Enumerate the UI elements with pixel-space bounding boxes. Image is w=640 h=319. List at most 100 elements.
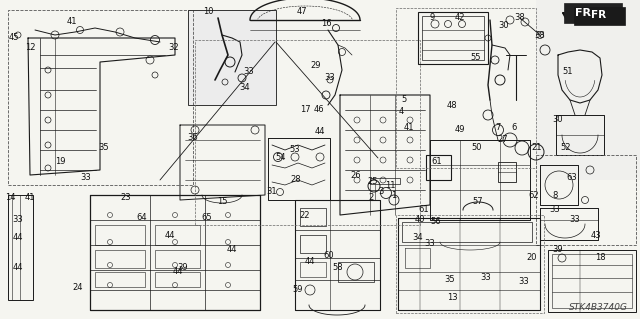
Text: 35: 35: [99, 144, 109, 152]
Bar: [8, 195, 33, 300]
Text: 16: 16: [321, 19, 332, 28]
Text: 41: 41: [67, 18, 77, 26]
Bar: [548, 250, 636, 312]
Bar: [370, 178, 400, 184]
Text: 34: 34: [413, 234, 423, 242]
Text: 47: 47: [297, 8, 307, 17]
Text: 15: 15: [217, 197, 227, 206]
Bar: [8, 10, 193, 185]
Text: 33: 33: [550, 205, 561, 214]
Text: 59: 59: [292, 286, 303, 294]
Bar: [300, 262, 326, 277]
Text: 19: 19: [55, 158, 65, 167]
Text: 45: 45: [9, 33, 19, 42]
Text: 32: 32: [169, 43, 179, 53]
Text: 44: 44: [173, 268, 183, 277]
Text: 33: 33: [424, 240, 435, 249]
Text: STK4B3740G: STK4B3740G: [568, 303, 627, 312]
Text: 25: 25: [368, 177, 378, 187]
Text: FR: FR: [575, 8, 591, 18]
Text: 57: 57: [473, 197, 483, 206]
Text: 26: 26: [351, 170, 362, 180]
Text: 2: 2: [369, 194, 374, 203]
Text: 44: 44: [315, 128, 325, 137]
Bar: [155, 250, 200, 268]
Text: 44: 44: [164, 231, 175, 240]
Text: 9: 9: [429, 13, 435, 23]
Text: 38: 38: [515, 13, 525, 23]
Text: 51: 51: [563, 68, 573, 77]
Text: 33: 33: [81, 174, 92, 182]
Text: 30: 30: [499, 20, 509, 29]
Text: 44: 44: [305, 257, 316, 266]
Text: 8: 8: [552, 190, 557, 199]
Text: 18: 18: [595, 254, 605, 263]
Text: 53: 53: [290, 145, 300, 154]
Text: 38: 38: [534, 32, 545, 41]
Bar: [498, 162, 516, 182]
Text: 6: 6: [511, 123, 516, 132]
Bar: [95, 225, 145, 245]
Text: 22: 22: [300, 211, 310, 219]
Text: 28: 28: [291, 175, 301, 184]
Text: 35: 35: [445, 276, 455, 285]
Text: 50: 50: [472, 144, 483, 152]
Text: 42: 42: [455, 13, 465, 23]
Bar: [426, 155, 451, 180]
Text: 33: 33: [244, 68, 254, 77]
Text: 33: 33: [481, 273, 492, 283]
Text: 52: 52: [561, 144, 572, 152]
Bar: [300, 235, 326, 253]
Bar: [536, 155, 636, 245]
Bar: [402, 222, 532, 242]
Bar: [188, 10, 276, 105]
Text: 43: 43: [591, 232, 602, 241]
Text: 48: 48: [447, 100, 458, 109]
Text: 33: 33: [13, 216, 24, 225]
Text: 7: 7: [495, 123, 500, 132]
Text: 41: 41: [404, 123, 414, 132]
Text: 1: 1: [392, 191, 397, 201]
Text: 40: 40: [415, 216, 425, 225]
Text: 11: 11: [385, 182, 396, 190]
Bar: [338, 262, 374, 282]
FancyBboxPatch shape: [564, 3, 622, 23]
Text: 23: 23: [121, 194, 131, 203]
Text: 33: 33: [570, 216, 580, 225]
Text: 33: 33: [324, 72, 335, 81]
Text: 24: 24: [73, 284, 83, 293]
Text: 27: 27: [498, 136, 508, 145]
Bar: [195, 40, 420, 225]
Text: 63: 63: [566, 174, 577, 182]
Text: 12: 12: [25, 42, 35, 51]
Bar: [396, 8, 536, 168]
Text: 41: 41: [25, 194, 35, 203]
Text: 36: 36: [188, 133, 198, 143]
Text: 49: 49: [455, 125, 465, 135]
Text: 44: 44: [13, 234, 23, 242]
Bar: [422, 16, 484, 60]
Text: 39: 39: [178, 263, 188, 272]
Text: 39: 39: [553, 246, 563, 255]
Bar: [536, 0, 640, 180]
Text: 60: 60: [324, 251, 334, 261]
Text: 54: 54: [276, 152, 286, 161]
Text: 62: 62: [529, 190, 540, 199]
Text: 13: 13: [447, 293, 458, 302]
Bar: [418, 12, 488, 64]
Text: 3: 3: [378, 188, 384, 197]
Text: 31: 31: [267, 188, 277, 197]
Text: 14: 14: [4, 194, 15, 203]
Bar: [155, 225, 200, 245]
Bar: [396, 215, 544, 313]
Bar: [155, 272, 200, 287]
Text: 56: 56: [431, 218, 442, 226]
Text: 30: 30: [553, 115, 563, 124]
Text: 61: 61: [432, 158, 442, 167]
Bar: [95, 250, 145, 268]
Text: 64: 64: [137, 213, 147, 222]
Text: FR: FR: [591, 10, 607, 20]
Bar: [552, 254, 632, 308]
Text: 61: 61: [419, 205, 429, 214]
Bar: [188, 10, 276, 105]
